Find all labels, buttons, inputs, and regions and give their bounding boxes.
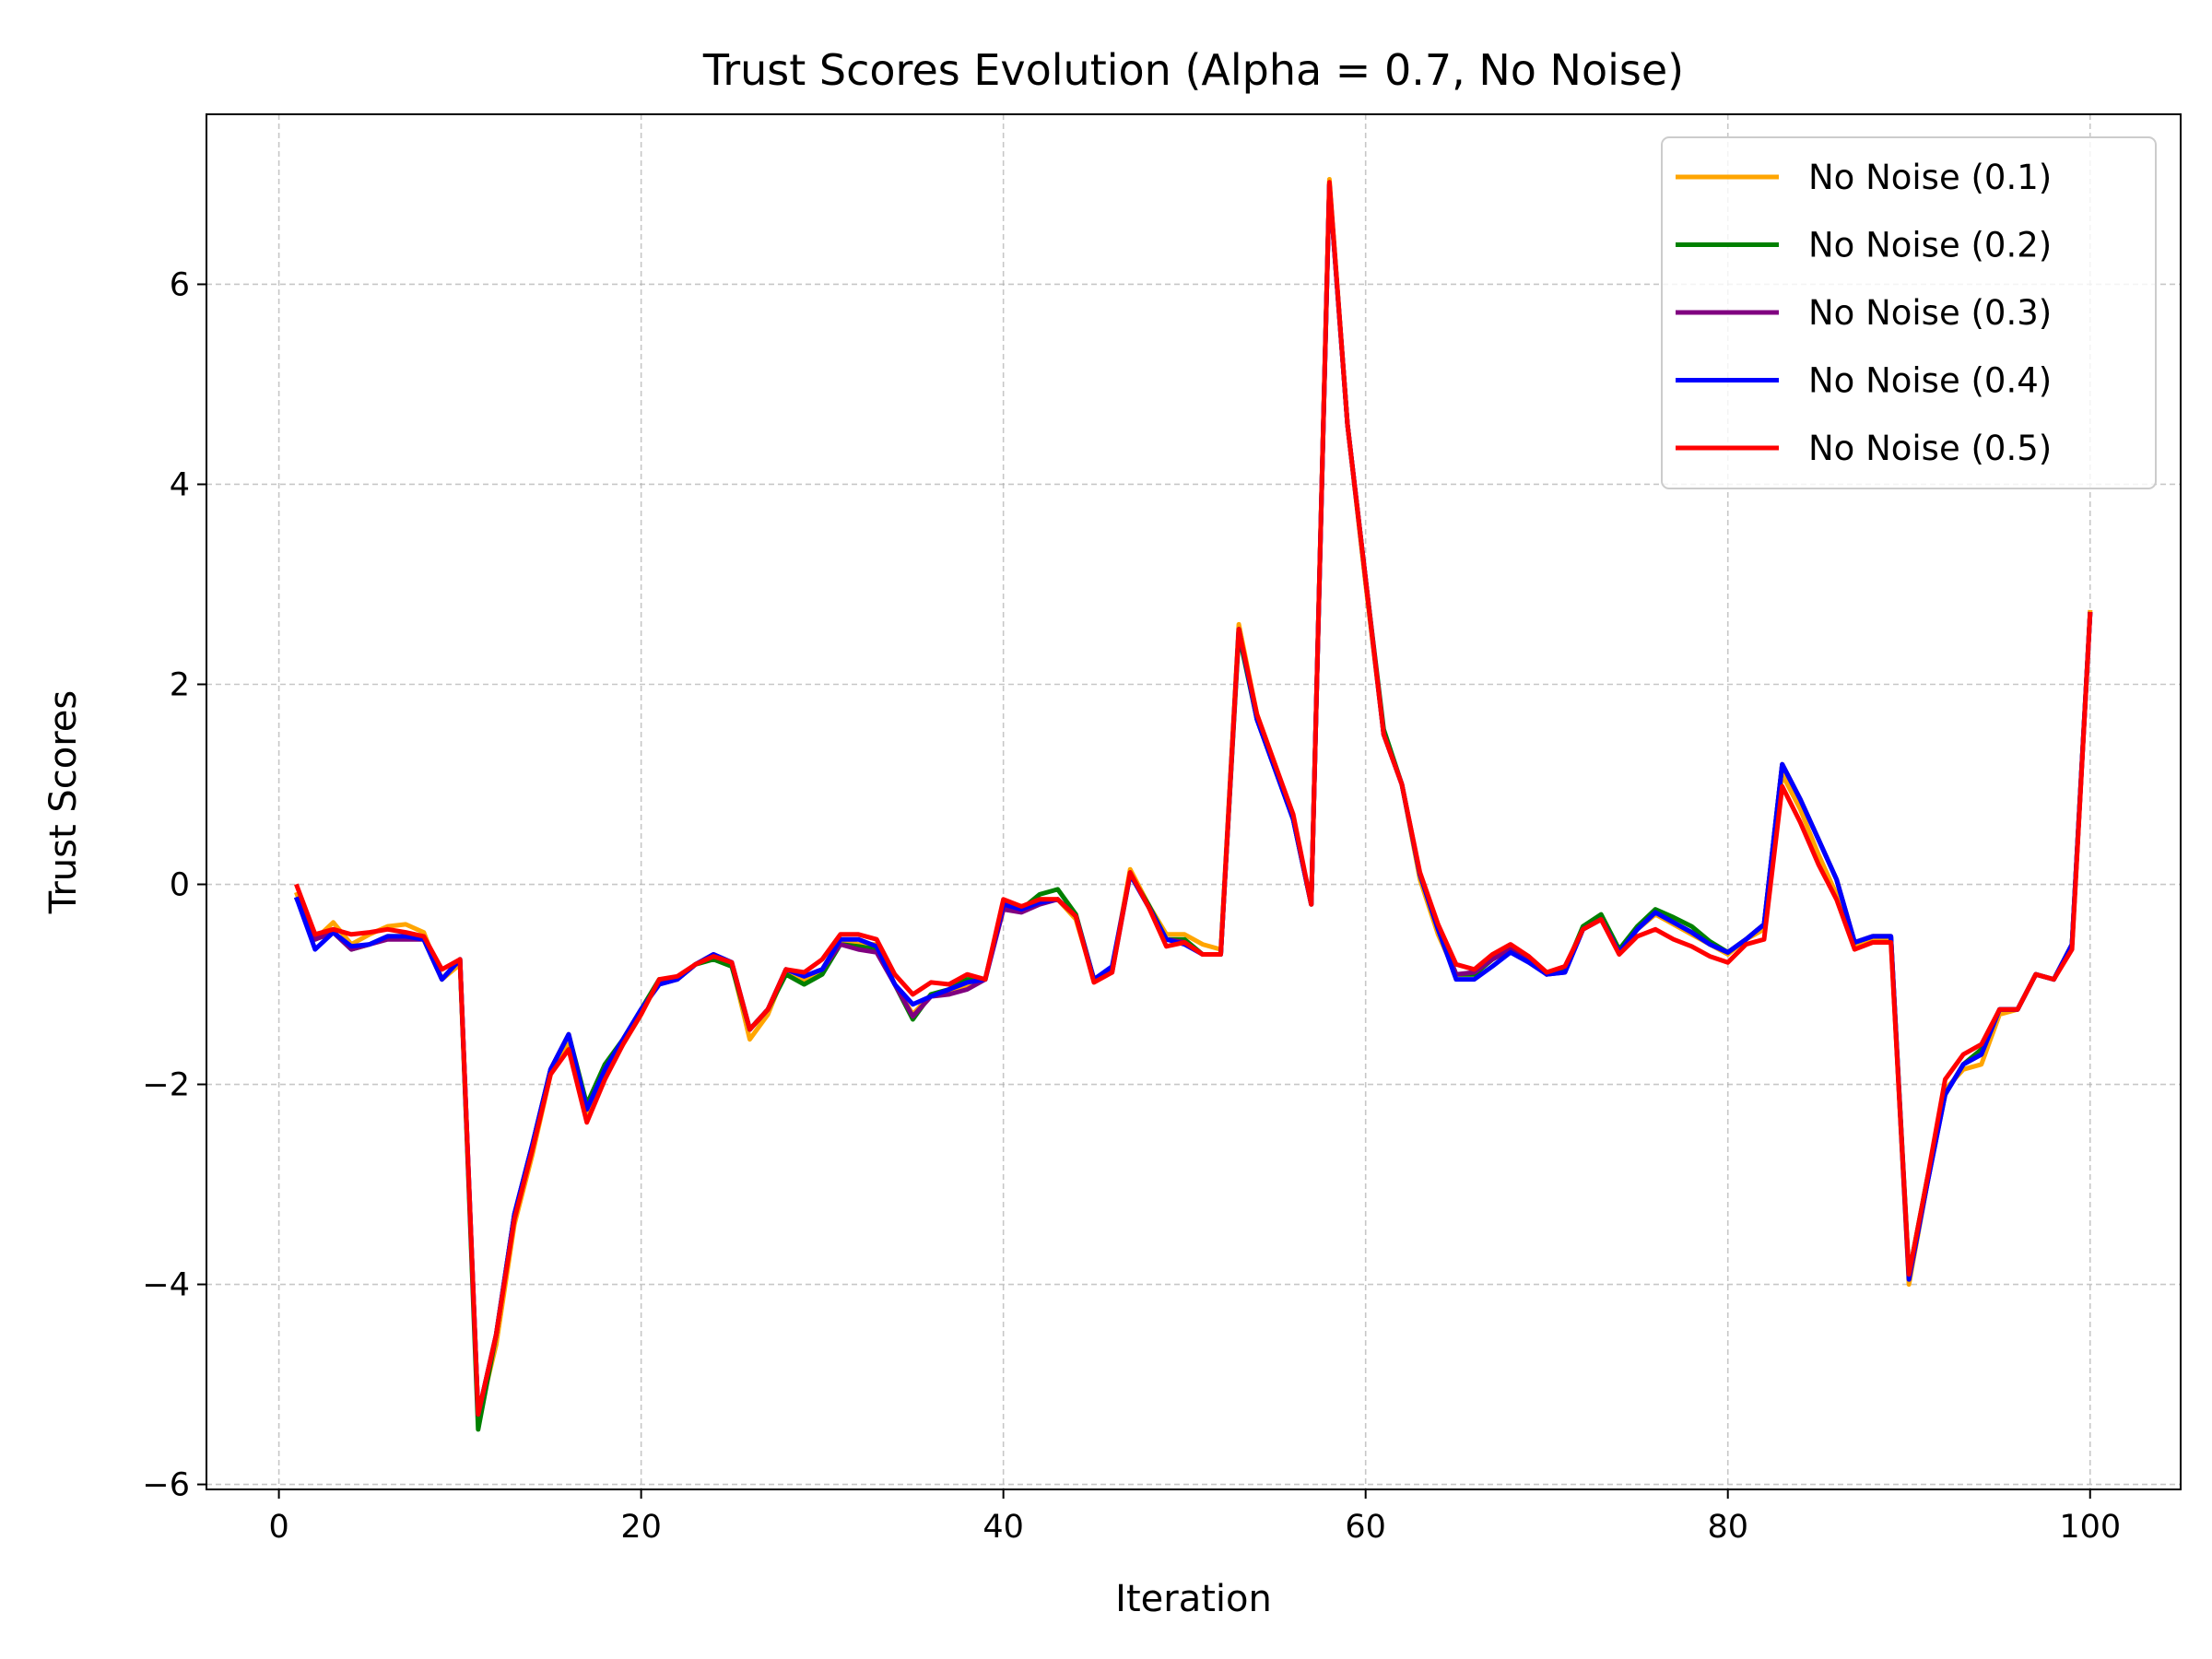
legend-label: No Noise (0.1) [1808,158,2052,197]
legend-label: No Noise (0.2) [1808,226,2052,265]
series-line-5 [294,180,2093,1418]
x-tick-label: 40 [982,1509,1024,1546]
y-tick-label: 6 [170,266,190,303]
legend-label: No Noise (0.3) [1808,293,2052,333]
grid-lines [206,114,2181,1489]
y-tick-label: −2 [142,1067,190,1104]
y-tick-label: 2 [170,667,190,704]
legend-label: No Noise (0.5) [1808,429,2052,468]
x-tick-label: 20 [620,1509,662,1546]
axis-ticks: 0 20 40 60 80 100 −6 −4 −2 0 2 4 6 [142,266,2121,1546]
y-tick-label: −6 [142,1467,190,1504]
legend-label: No Noise (0.4) [1808,361,2052,401]
legend: No Noise (0.1) No Noise (0.2) No Noise (0.… [1661,136,2157,489]
x-tick-label: 0 [268,1509,288,1546]
x-tick-label: 60 [1345,1509,1386,1546]
series-lines [293,177,2093,1432]
y-tick-label: −4 [142,1267,190,1304]
x-tick-label: 80 [1707,1509,1748,1546]
chart-title: Trust Scores Evolution (Alpha = 0.7, No … [702,45,1684,95]
y-tick-label: 4 [170,466,190,503]
x-tick-label: 100 [2059,1509,2121,1546]
x-axis-label: Iteration [1115,1578,1272,1620]
y-axis-label: Trust Scores [42,690,85,914]
legend-box [1661,136,2157,489]
plot-frame [206,113,2182,1490]
y-tick-label: 0 [170,867,190,904]
